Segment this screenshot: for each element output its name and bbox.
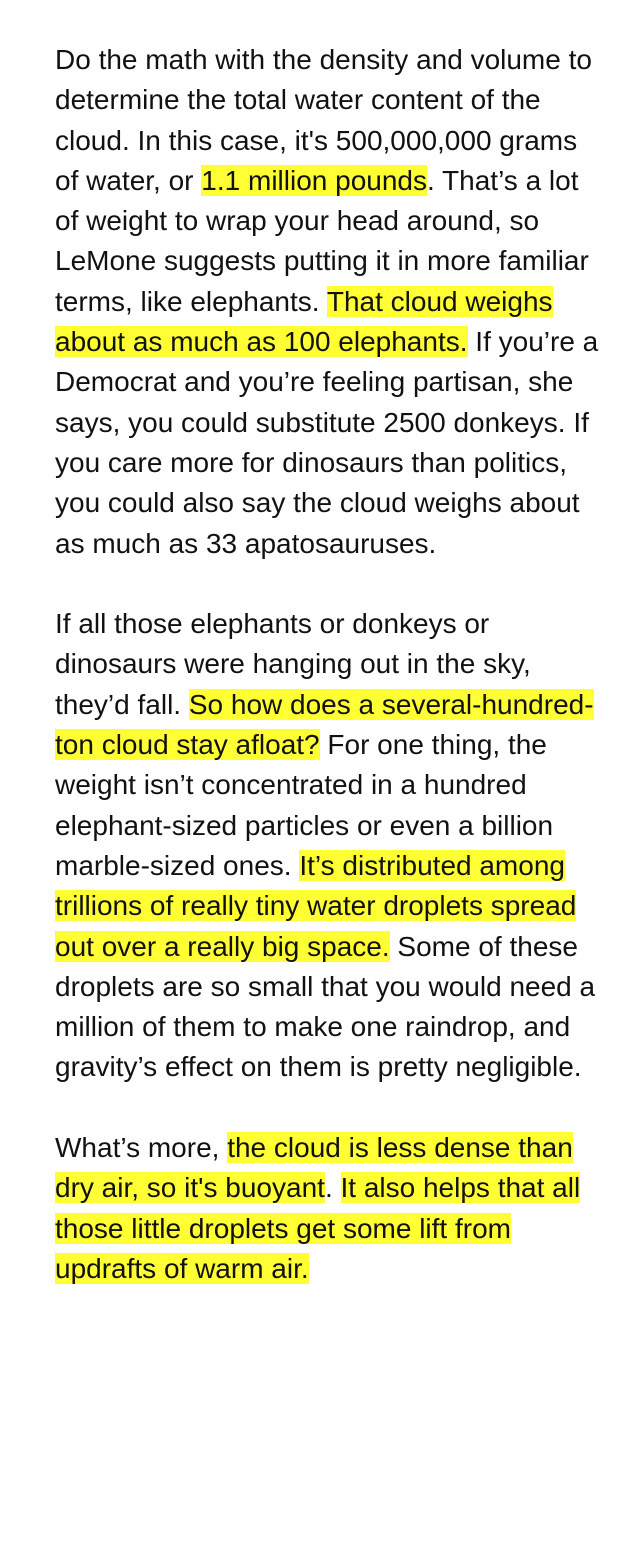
text-run: If you’re a Democrat and you’re feeling … bbox=[55, 326, 599, 559]
paragraph-cloud-afloat: If all those elephants or donkeys or din… bbox=[55, 604, 600, 1088]
article-body: Do the math with the density and volume … bbox=[55, 40, 600, 1289]
text-run: . That’s a lot of weight to wrap your he… bbox=[55, 164, 589, 317]
text-run: What’s more, bbox=[55, 1132, 228, 1164]
text-run: For one thing, the weight isn’t concentr… bbox=[55, 729, 554, 881]
text-run: Do the math with the density and volume … bbox=[55, 44, 592, 196]
text-run: If all those elephants or donkeys or din… bbox=[55, 608, 531, 720]
paragraph-cloud-buoyant: What’s more, the cloud is less dense tha… bbox=[55, 1128, 600, 1289]
highlighted-text: 1.1 million pounds bbox=[201, 164, 427, 196]
text-run: . bbox=[324, 1172, 341, 1204]
paragraph-cloud-weight: Do the math with the density and volume … bbox=[55, 40, 600, 564]
text-run: Some of these droplets are so small that… bbox=[55, 930, 596, 1083]
